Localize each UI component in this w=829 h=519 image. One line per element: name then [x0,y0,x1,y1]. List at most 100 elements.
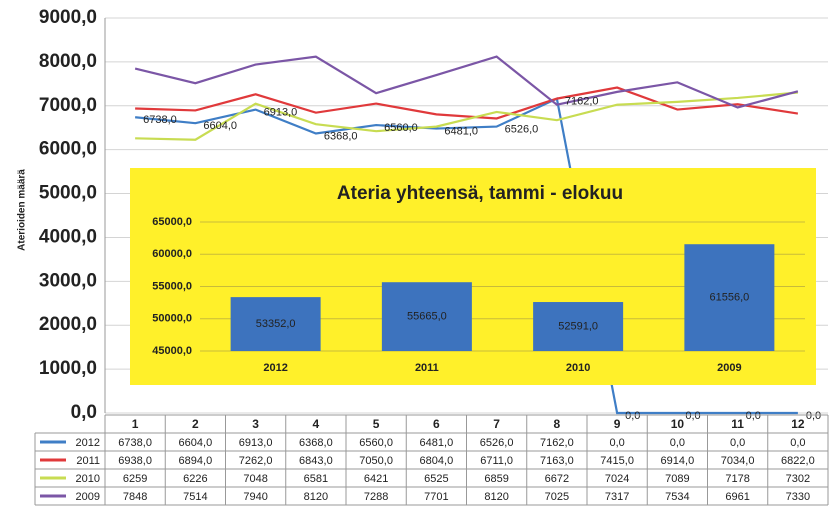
series-line [135,97,798,415]
table-cell: 7317 [605,491,629,503]
table-cell: 6804,0 [420,455,454,467]
table-cell: 6481,0 [420,437,454,449]
data-label: 0,0 [746,410,761,422]
table-cell: 6914,0 [661,455,695,467]
data-label: 6560,0 [384,122,418,134]
data-label: 6368,0 [324,130,358,142]
data-label: 0,0 [625,410,640,422]
data-label: 6526,0 [505,123,539,135]
y-tick-label: 45000,0 [152,345,192,357]
y-tick-label: 1000,0 [39,358,97,379]
series-line [134,55,799,109]
y-tick-label: 50000,0 [152,313,192,325]
x-tick-label: 2011 [415,362,439,374]
table-cell: 6526,0 [480,437,514,449]
table-cell: 6843,0 [299,455,333,467]
table-cell: 0,0 [670,437,685,449]
chart-title: Ateria yhteensä, tammi - elokuu [337,183,623,204]
legend-label: 2011 [76,455,100,467]
y-tick-label: 6000,0 [39,139,97,160]
y-axis-label: Aterioiden määrä [17,169,28,251]
y-tick-label: 55000,0 [152,280,192,292]
x-tick-label: 10 [671,417,685,431]
legend-label: 2009 [76,491,100,503]
data-label: 6913,0 [264,107,298,119]
table-cell: 7025 [545,491,569,503]
table-cell: 7034,0 [721,455,755,467]
table-cell: 7089 [665,473,689,485]
x-tick-label: 1 [132,417,139,431]
table-cell: 7302 [786,473,810,485]
y-tick-label: 65000,0 [152,216,192,228]
x-tick-label: 3 [252,417,259,431]
table-cell: 6672 [545,473,569,485]
data-label: 6481,0 [444,125,478,137]
data-label: 6604,0 [203,120,237,132]
table-cell: 6604,0 [179,437,213,449]
y-tick-label: 9000,0 [39,7,97,28]
table-cell: 6822,0 [781,455,815,467]
x-tick-label: 2012 [263,362,287,374]
x-tick-label: 7 [493,417,500,431]
data-label: 61556,0 [709,292,749,304]
y-tick-label: 2000,0 [39,314,97,335]
table-cell: 7048 [243,473,267,485]
table-cell: 6560,0 [359,437,393,449]
x-tick-label: 4 [313,417,320,431]
table-cell: 8120 [304,491,328,503]
table-cell: 6738,0 [118,437,152,449]
table-cell: 0,0 [730,437,745,449]
table-cell: 7162,0 [540,437,574,449]
table-cell: 7163,0 [540,455,574,467]
table-cell: 6226 [183,473,207,485]
x-tick-label: 11 [731,417,744,431]
x-tick-label: 5 [373,417,380,431]
table-cell: 0,0 [609,437,624,449]
table-cell: 7050,0 [359,455,393,467]
table-cell: 6259 [123,473,147,485]
data-label: 7162,0 [565,96,599,108]
table-cell: 6421 [364,473,388,485]
table-cell: 6711,0 [480,455,513,467]
x-tick-label: 8 [554,417,561,431]
legend-label: 2010 [76,473,100,485]
table-cell: 6913,0 [239,437,273,449]
bar [684,244,775,351]
table-cell: 8120 [484,491,508,503]
bar [381,282,472,351]
y-tick-label: 5000,0 [39,183,97,204]
table-cell: 7514 [183,491,207,503]
table-cell: 7415,0 [600,455,634,467]
x-tick-label: 2 [192,417,199,431]
bar [230,297,321,351]
data-label: 0,0 [806,410,821,422]
table-cell: 6859 [484,473,508,485]
y-tick-label: 7000,0 [39,95,97,116]
table-cell: 7848 [123,491,147,503]
x-tick-label: 2010 [566,362,590,374]
y-tick-label: 8000,0 [39,51,97,72]
series-line [135,86,799,120]
x-tick-label: 6 [433,417,440,431]
y-tick-label: 0,0 [71,402,97,423]
y-tick-label: 4000,0 [39,226,97,247]
data-label: 0,0 [685,410,700,422]
table-cell: 7024 [605,473,629,485]
x-tick-label: 12 [791,417,805,431]
table-cell: 7288 [364,491,388,503]
data-label: 6738,0 [143,114,177,126]
table-cell: 0,0 [790,437,805,449]
data-label: 53352,0 [256,318,296,330]
x-tick-label: 9 [614,417,621,431]
table-cell: 6368,0 [299,437,333,449]
table-cell: 7701 [424,491,448,503]
table-cell: 7178 [725,473,749,485]
table-cell: 6938,0 [118,455,152,467]
legend-label: 2012 [76,437,100,449]
table-cell: 6525 [424,473,448,485]
table-cell: 7330 [786,491,810,503]
table-cell: 6894,0 [179,455,213,467]
y-tick-label: 3000,0 [39,270,97,291]
series-line [135,91,798,141]
